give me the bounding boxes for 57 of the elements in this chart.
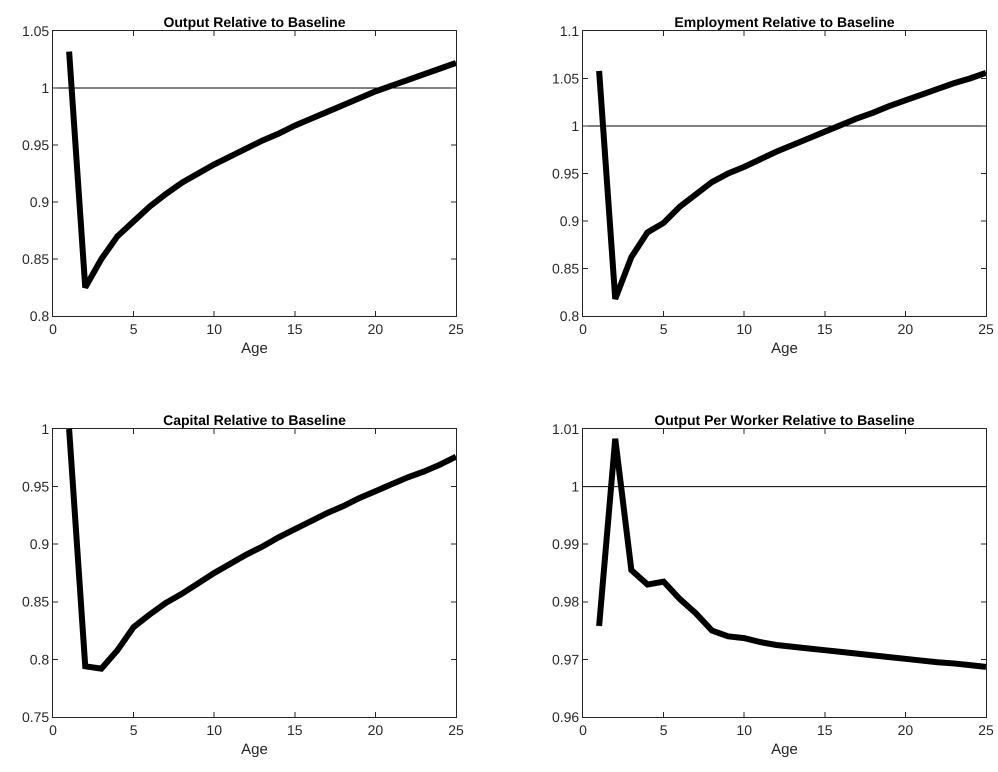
y-tick-label: 0.99: [552, 536, 580, 552]
x-axis-title: Age: [771, 340, 798, 357]
x-axis-title: Age: [241, 740, 268, 758]
y-tick-label: 0.8: [30, 308, 50, 324]
chart-title: Capital Relative to Baseline: [163, 412, 346, 428]
y-tick-label: 0.75: [22, 708, 50, 725]
y-tick-label: 1: [41, 80, 50, 96]
x-tick-label: 5: [660, 722, 668, 738]
y-tick-label: 1.1: [560, 22, 580, 39]
x-tick-label: 0: [579, 722, 588, 738]
x-tick-label: 15: [817, 320, 833, 337]
chart-title: Output Relative to Baseline: [163, 14, 346, 30]
y-tick-label: 0.95: [552, 165, 580, 182]
x-tick-label: 15: [287, 722, 303, 738]
y-tick-label: 0.97: [552, 651, 580, 668]
x-tick-label: 20: [368, 722, 384, 738]
x-tick-label: 5: [130, 320, 138, 337]
x-tick-label: 0: [49, 320, 58, 337]
x-tick-label: 25: [448, 722, 464, 738]
x-tick-label: 15: [817, 722, 833, 738]
y-tick-label: 0.8: [30, 651, 50, 668]
x-tick-label: 10: [206, 320, 222, 337]
x-tick-label: 10: [206, 722, 222, 738]
y-tick-label: 0.85: [22, 594, 50, 610]
y-tick-label: 0.8: [560, 308, 580, 324]
x-tick-label: 0: [579, 320, 588, 337]
x-tick-label: 0: [49, 722, 58, 738]
x-tick-label: 10: [736, 722, 752, 738]
y-tick-label: 1.01: [552, 420, 580, 437]
x-tick-label: 20: [368, 320, 384, 337]
y-tick-label: 0.98: [552, 594, 580, 610]
x-tick-label: 25: [978, 722, 994, 738]
y-tick-label: 0.85: [552, 260, 580, 276]
y-tick-label: 1.05: [22, 22, 50, 39]
x-tick-label: 10: [736, 320, 752, 337]
y-tick-label: 1: [41, 420, 50, 437]
x-axis-title: Age: [771, 740, 798, 758]
x-tick-label: 5: [660, 320, 668, 337]
y-tick-label: 0.95: [22, 136, 50, 153]
x-tick-label: 5: [130, 722, 138, 738]
y-tick-label: 1: [571, 118, 580, 134]
chart-title: Output Per Worker Relative to Baseline: [654, 412, 915, 428]
y-tick-label: 0.9: [30, 536, 50, 552]
y-tick-label: 1.05: [552, 70, 580, 86]
y-tick-label: 0.9: [30, 194, 50, 210]
y-tick-label: 0.96: [552, 708, 580, 725]
x-axis-title: Age: [241, 340, 268, 357]
x-tick-label: 20: [898, 722, 914, 738]
x-tick-label: 25: [448, 320, 464, 337]
chart-title: Employment Relative to Baseline: [674, 14, 895, 30]
y-tick-label: 0.95: [22, 478, 50, 494]
y-tick-label: 1: [571, 478, 580, 494]
x-tick-label: 20: [898, 320, 914, 337]
x-tick-label: 25: [978, 320, 994, 337]
y-tick-label: 0.85: [22, 250, 50, 267]
x-tick-label: 15: [287, 320, 303, 337]
y-tick-label: 0.9: [560, 212, 580, 229]
